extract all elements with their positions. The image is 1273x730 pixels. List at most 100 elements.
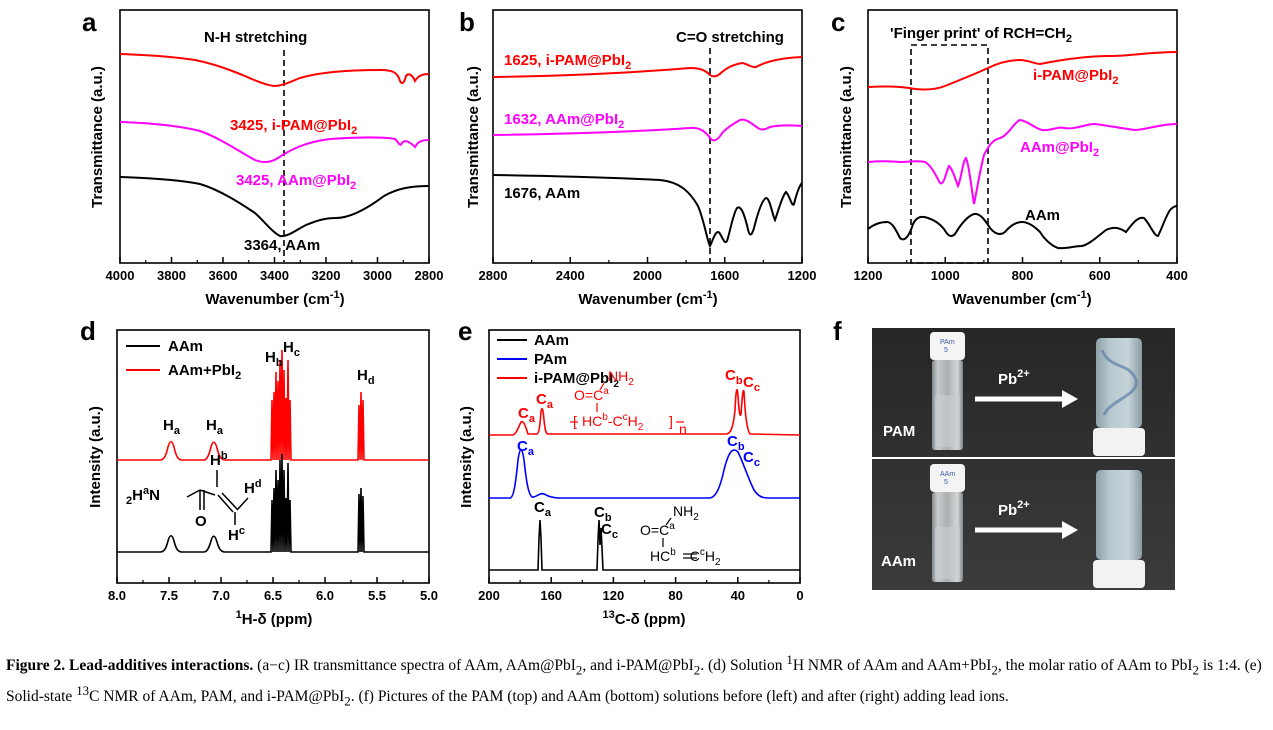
x-tick-label-a-4: 3200 — [312, 268, 341, 283]
y-axis-label-d: Intensity (a.u.) — [87, 406, 104, 508]
peak-label-cb-blue: Cb — [727, 433, 745, 453]
struct-hb: Hb — [210, 450, 228, 469]
label-i-pam-pbi2-a: 3425, i-PAM@PbI2 — [230, 117, 357, 137]
x-tick-label-e-2: 120 — [603, 588, 625, 603]
x-tick-label-d-6: 5.0 — [420, 588, 438, 603]
x-tick-label-d-2: 7.0 — [212, 588, 230, 603]
photo-row-aam: AAm 5 AAm Pb2+ — [881, 464, 1145, 588]
vial-cap-text-pam: PAm 5 — [940, 339, 955, 354]
spectrum-aam-ir-b — [492, 174, 803, 249]
y-axis-label-a: Transmittance (a.u.) — [89, 66, 106, 208]
label-aam-pbi2-c: AAm@PbI2 — [1020, 139, 1099, 159]
struct-black-nh2: NH2 — [673, 503, 699, 523]
series-labels-c: i-PAM@PbI2 AAm@PbI2 AAm — [1020, 67, 1118, 224]
x-axis-label-b: Wavenumber (cm-1) — [578, 289, 717, 308]
arrow-label-pam: Pb2+ — [998, 368, 1030, 388]
x-axis-d: 8.0 7.5 7.0 6.5 6.0 5.5 5.0 — [108, 577, 438, 603]
spectrum-pam-nmr-e — [489, 448, 800, 499]
panel-d: d AAm AAm+PbI2 Ha Ha Hb Hc Hd Hb Hd 2HaN… — [80, 316, 438, 628]
peak-labels-e-red: Ca Ca Cb Cc — [518, 367, 760, 425]
x-tick-label-e-3: 80 — [668, 588, 682, 603]
peak-labels-d: Ha Ha Hb Hc Hd — [163, 339, 375, 437]
x-tick-label-a-6: 2800 — [415, 268, 444, 283]
struct-hc: Hc — [228, 525, 245, 544]
struct-red-co: O=Ca — [574, 386, 609, 403]
fingerprint-region-box — [910, 44, 989, 264]
spectrum-aam-pbi2-ir-b — [492, 118, 803, 142]
spectrum-i-pam-pbi2-ir-a — [119, 53, 430, 88]
x-tick-label-b-2: 2000 — [633, 268, 662, 283]
legend-e: AAm PAm i-PAM@PbI2 — [497, 332, 619, 390]
peak-label-cb-red: Cb — [725, 367, 743, 387]
peak-label-ca-red-2: Ca — [536, 391, 554, 411]
peak-label-hb: Hb — [265, 349, 283, 369]
caption-title: Lead-additives interactions. — [69, 657, 254, 675]
caption-text-1: (a−c) IR transmittance spectra of AAm, A… — [257, 657, 576, 675]
x-tick-label-b-3: 1600 — [710, 268, 739, 283]
x-tick-label-a-5: 3000 — [363, 268, 392, 283]
struct-red-n: n — [679, 421, 687, 437]
peak-label-ca-black: Ca — [534, 499, 552, 519]
legend-label-aam-d: AAm — [168, 338, 203, 355]
peak-label-cc-red: Cc — [743, 374, 760, 394]
legend-label-aam-pbi2-d: AAm+PbI2 — [168, 362, 241, 382]
spectrum-aam-pbi2-ir-c — [867, 118, 1178, 205]
spectrum-aam-ir-a — [119, 176, 430, 238]
x-axis-e: 200 160 120 80 40 0 — [478, 577, 804, 603]
caption-figure-number: Figure 2. — [6, 657, 66, 675]
photo-label-pam: PAM — [883, 423, 915, 440]
panel-c: c 'Finger print' of RCH=CH2 i-PAM@PbI2 A… — [831, 7, 1188, 308]
plot-frame-a — [119, 9, 430, 264]
struct-amide: 2HaN — [126, 485, 160, 507]
photo-row-pam: PAm 5 PAM Pb2+ — [883, 332, 1145, 456]
peak-label-hc: Hc — [283, 339, 300, 359]
x-tick-label-a-2: 3600 — [209, 268, 238, 283]
series-labels-b: 1625, i-PAM@PbI2 1632, AAm@PbI2 1676, AA… — [504, 52, 631, 202]
x-tick-label-b-0: 2800 — [479, 268, 508, 283]
label-i-pam-pbi2-c: i-PAM@PbI2 — [1033, 67, 1118, 87]
annotation-co-stretching: C=O stretching — [676, 29, 784, 46]
spectrum-i-pam-pbi2-nmr-e — [489, 389, 801, 436]
x-tick-label-d-3: 6.5 — [264, 588, 282, 603]
arrow-label-aam: Pb2+ — [998, 499, 1030, 519]
x-tick-label-c-3: 600 — [1089, 268, 1111, 283]
x-axis-b: 2800 2400 2000 1600 1200 — [479, 257, 816, 283]
x-tick-label-c-4: 400 — [1166, 268, 1188, 283]
peak-label-ca-red-1: Ca — [518, 405, 536, 425]
x-axis-a: 4000 3800 3600 3400 3200 3000 2800 — [106, 257, 444, 283]
panel-label-f: f — [833, 316, 842, 346]
peak-labels-e-black: Ca Cb Cc — [534, 499, 618, 541]
x-tick-label-a-0: 4000 — [106, 268, 135, 283]
spectrum-aam-pbi2-ir-a — [119, 121, 430, 164]
series-labels-a: 3425, i-PAM@PbI2 3425, AAm@PbI2 3364, AA… — [230, 117, 357, 254]
vial-cap-pam-before — [930, 332, 965, 360]
x-axis-label-a: Wavenumber (cm-1) — [205, 289, 344, 308]
aam-structure-black: NH2 O=Ca HCb CcH2 — [640, 503, 721, 568]
x-axis-label-c: Wavenumber (cm-1) — [952, 289, 1091, 308]
peak-labels-e-blue: Ca Cb Cc — [517, 433, 760, 469]
liquid-aam-before — [935, 527, 960, 579]
photo-label-aam: AAm — [881, 553, 916, 570]
struct-black-chain: HCb CcH2 — [650, 547, 721, 568]
vial-aam-after — [1096, 470, 1142, 560]
spectrum-aam-nmr-e — [489, 519, 800, 571]
struct-red-bracket-left: [ — [573, 413, 577, 429]
panel-label-d: d — [80, 316, 96, 346]
legend-d: AAm AAm+PbI2 — [126, 338, 241, 382]
x-axis-c: 1200 1000 800 600 400 — [854, 257, 1188, 283]
spectrum-aam-pbi2-nmr-d — [117, 349, 429, 461]
legend-label-pam-e: PAm — [534, 351, 567, 368]
y-axis-label-e: Intensity (a.u.) — [458, 406, 475, 508]
peak-label-hd: Hd — [357, 367, 375, 387]
x-tick-label-a-1: 3800 — [157, 268, 186, 283]
x-tick-label-b-1: 2400 — [556, 268, 585, 283]
label-aam-c: AAm — [1025, 207, 1060, 224]
peak-label-ca-blue: Ca — [517, 438, 535, 458]
vial-cap-text-aam: AAm 5 — [940, 471, 955, 486]
label-aam-a: 3364, AAm — [244, 237, 320, 254]
x-tick-label-d-0: 8.0 — [108, 588, 126, 603]
panel-a: a N-H stretching 3425, i-PAM@PbI2 3425, … — [82, 7, 443, 308]
annotation-finger-print: 'Finger print' of RCH=CH2 — [890, 25, 1072, 45]
x-tick-label-d-4: 6.0 — [316, 588, 334, 603]
